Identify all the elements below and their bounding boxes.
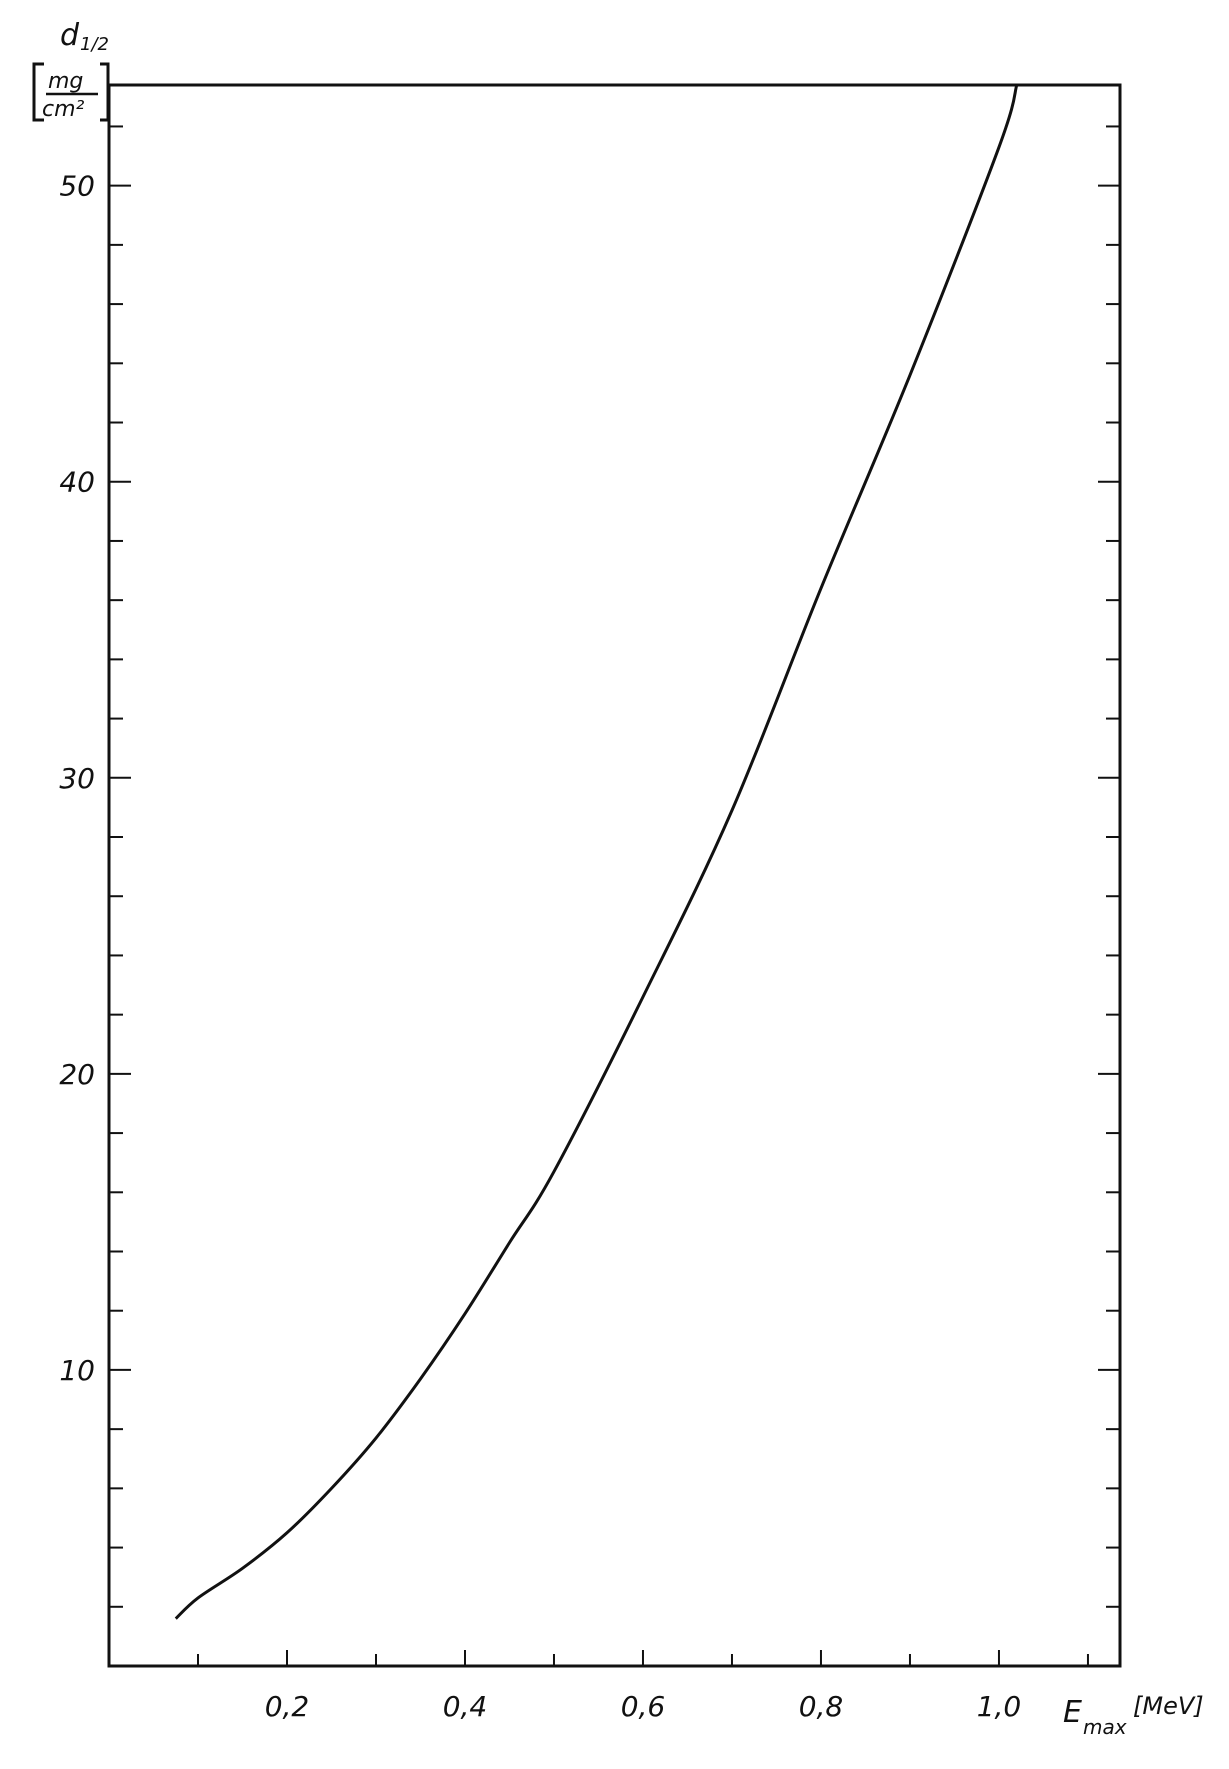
y-axis-label: d 1/2 mg cm² (32, 18, 110, 122)
y-label-subscript: 1/2 (80, 34, 109, 55)
y-tick-label: 50 (59, 170, 95, 203)
x-tick-label: 0,4 (443, 1690, 488, 1723)
y-tick-label: 10 (59, 1354, 95, 1387)
x-unit: [MeV] (1133, 1692, 1204, 1720)
x-tick-label: 0,6 (621, 1690, 666, 1723)
x-tick-label: 0,8 (799, 1690, 844, 1723)
series-line (174, 84, 1019, 1620)
x-axis-label: E max [MeV] (1063, 1692, 1204, 1739)
y-unit-numerator: mg (48, 69, 83, 94)
unit-brackets (32, 62, 110, 122)
y-unit-denominator: cm² (42, 97, 85, 122)
y-label-symbol: d (60, 18, 80, 53)
x-label-symbol: E (1063, 1695, 1082, 1730)
plot-frame (107, 83, 1122, 1668)
y-tick-label: 20 (59, 1058, 95, 1091)
plot-border (107, 83, 1122, 1668)
ticks (109, 125, 1120, 1666)
x-label-subscript: max (1083, 1715, 1127, 1739)
x-tick-label: 1,0 (977, 1690, 1022, 1723)
x-tick-label: 0,2 (265, 1690, 310, 1723)
tick-labels: 0,2 0,4 0,6 0,8 1,0 10 20 30 40 50 (59, 170, 1021, 1723)
y-tick-label: 40 (59, 466, 95, 499)
y-tick-label: 30 (59, 762, 95, 795)
